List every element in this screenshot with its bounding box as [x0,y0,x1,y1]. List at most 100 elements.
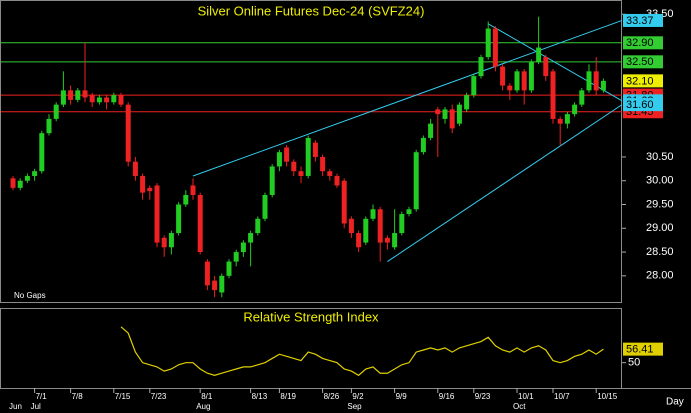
candle-body [500,66,506,86]
x-tick-label: 8/19 [280,392,296,401]
candle-body [564,114,570,124]
month-label: Sep [347,402,362,411]
rsi-last-label: 56.41 [626,344,654,356]
candle-body [341,180,347,224]
candle-body [507,85,513,91]
candle-body [291,161,297,172]
candle-body [269,166,275,195]
candle-body [190,185,196,195]
y-tick-label: 50 [628,357,640,369]
candle-body [464,95,470,110]
y-tick-label: 30.00 [646,175,674,187]
y-tick-label: 28.50 [646,246,674,258]
candle-body [132,161,138,176]
x-tick-label: 9/9 [396,392,408,401]
month-label: Aug [196,402,210,411]
x-tick-label: 9/23 [475,392,491,401]
candle-body [572,104,578,115]
candle-body [356,233,362,248]
candle-body [183,194,189,205]
candle-body [327,171,333,176]
candle-body [104,97,110,103]
candle-body [75,90,81,100]
candle-body [219,275,225,293]
candle-body [111,95,117,103]
candle-body [420,137,426,153]
candle-body [593,71,599,91]
y-tick-label: 29.50 [646,198,674,210]
candle-body [579,90,585,105]
candle-body [298,171,304,176]
candle-body [478,57,484,77]
candle-body [204,261,210,286]
candle-body [53,104,59,119]
candle-body [492,28,498,67]
candle-body [255,218,261,234]
x-tick-label: 9/16 [439,392,455,401]
y-tick-label: 30.50 [646,151,674,163]
month-label: Jul [31,402,41,411]
trendline [387,104,623,262]
level-box [623,55,663,69]
last-price-label: 32.10 [626,75,654,87]
trendline [487,23,623,102]
candle-body [10,178,16,188]
candle-body [161,237,167,248]
candle-body [471,76,477,96]
candle-body [428,123,434,138]
candle-body [212,280,218,291]
candle-body [305,137,311,176]
candle-body [392,233,398,248]
candle-body [154,185,160,243]
level-box [623,36,663,50]
candle-body [60,90,66,105]
candle-body [226,261,232,276]
x-tick-label: 10/15 [597,392,618,401]
chart-title: Silver Online Futures Dec-24 (SVFZ24) [198,3,425,18]
candle-body [17,180,23,188]
candle-body [449,109,455,129]
candle-body [284,147,290,162]
price-panel-frame [0,0,622,303]
y-tick-label: 29.00 [646,222,674,234]
candle-body [377,209,383,243]
candle-body [197,194,203,253]
candle-body [233,252,239,262]
month-label: Oct [513,402,526,411]
candle-body [248,233,254,243]
candle-body [82,90,88,98]
candle-body [399,214,405,234]
x-tick-label: 7/23 [151,392,167,401]
candle-body [96,97,102,103]
candle-body [435,109,441,115]
rsi-last-box [623,342,663,356]
candle-body [528,61,534,91]
candle-body [442,109,448,119]
rsi-title: Relative Strength Index [243,309,379,324]
candle-body [68,90,74,100]
x-tick-label: 8/1 [201,392,213,401]
candle-body [521,71,527,91]
candle-body [406,209,412,215]
level-label: 32.90 [626,37,654,49]
candle-body [46,118,52,134]
trendline-end-label: 31.60 [626,99,654,111]
candle-body [168,233,174,248]
candle-body [600,80,606,91]
x-tick-label: 8/13 [252,392,268,401]
x-tick-label: 7/15 [115,392,131,401]
candle-body [312,142,318,157]
x-tick-label: 7/8 [72,392,84,401]
candle-body [543,57,549,77]
rsi-line [120,326,604,377]
trendline-end-box [623,98,663,112]
candle-body [32,171,38,176]
candle-body [348,218,354,234]
level-label: 32.50 [626,56,654,68]
candle-body [413,152,419,210]
candle-body [240,242,246,253]
x-tick-label: 7/1 [36,392,48,401]
note: No Gaps [14,291,46,300]
